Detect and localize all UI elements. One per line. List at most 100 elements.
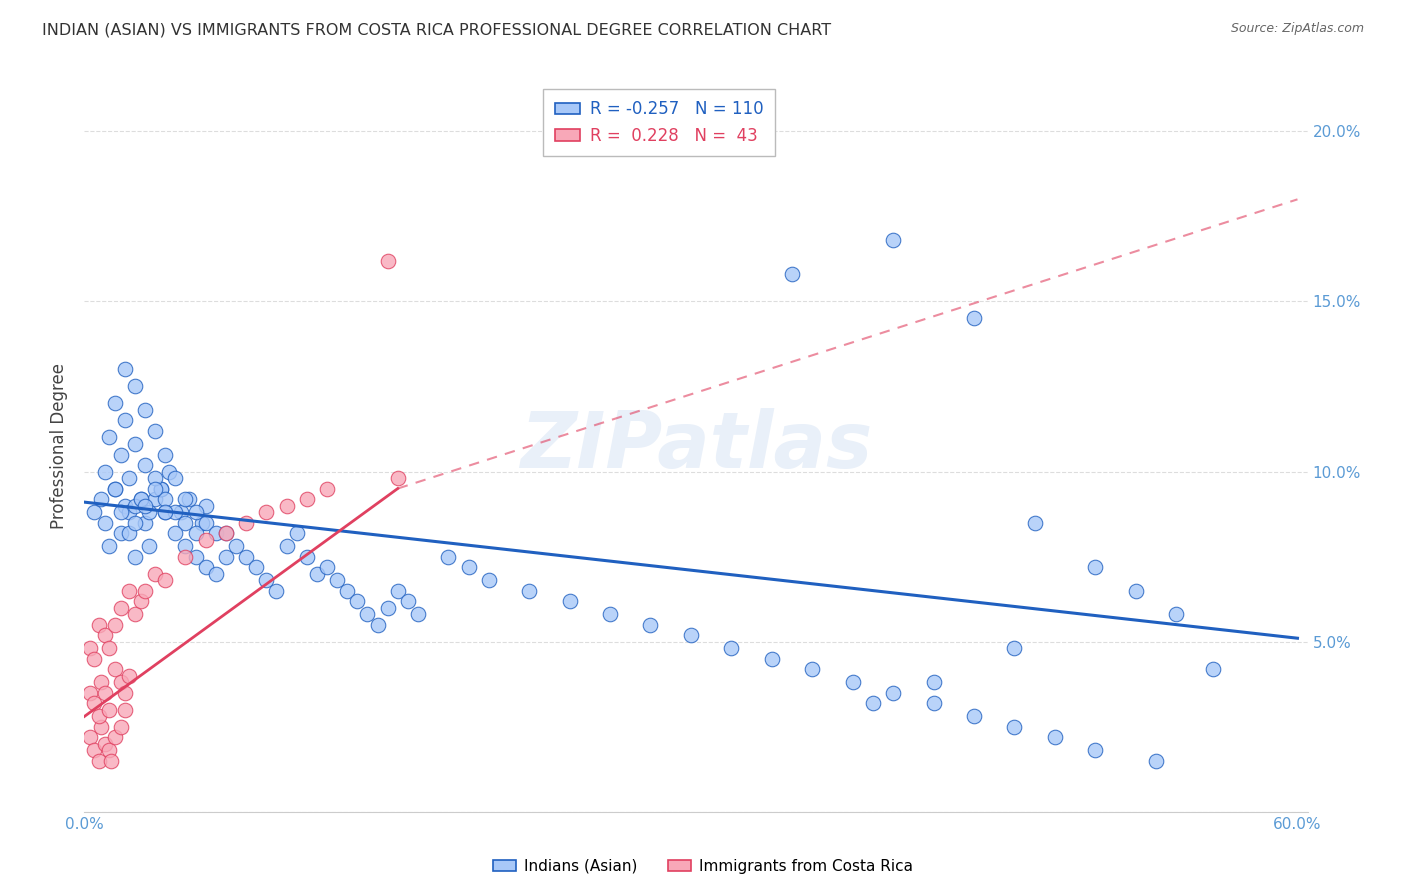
Point bbox=[841, 675, 863, 690]
Point bbox=[118, 583, 141, 598]
Point bbox=[316, 482, 339, 496]
Point bbox=[138, 505, 160, 519]
Point bbox=[266, 583, 288, 598]
Point bbox=[356, 607, 378, 622]
Point bbox=[377, 253, 399, 268]
Point bbox=[882, 686, 904, 700]
Point bbox=[1024, 516, 1046, 530]
Point bbox=[134, 499, 156, 513]
Point bbox=[190, 516, 212, 530]
Y-axis label: Professional Degree: Professional Degree bbox=[51, 363, 69, 529]
Point bbox=[235, 516, 257, 530]
Point bbox=[225, 540, 247, 554]
Point bbox=[87, 617, 110, 632]
Point bbox=[134, 516, 156, 530]
Point bbox=[83, 743, 105, 757]
Point bbox=[134, 583, 156, 598]
Point bbox=[104, 617, 127, 632]
Point bbox=[174, 491, 197, 506]
Point bbox=[801, 662, 824, 676]
Point bbox=[143, 491, 166, 506]
Point bbox=[93, 628, 115, 642]
Point bbox=[150, 482, 173, 496]
Point bbox=[1084, 743, 1107, 757]
Point bbox=[862, 696, 884, 710]
Point bbox=[387, 471, 409, 485]
Text: Source: ZipAtlas.com: Source: ZipAtlas.com bbox=[1230, 22, 1364, 36]
Point bbox=[204, 525, 226, 540]
Point bbox=[93, 737, 115, 751]
Point bbox=[184, 525, 207, 540]
Point bbox=[882, 233, 904, 247]
Point bbox=[254, 574, 277, 588]
Point bbox=[129, 491, 152, 506]
Point bbox=[517, 583, 540, 598]
Point bbox=[174, 516, 197, 530]
Point bbox=[143, 424, 166, 438]
Point bbox=[478, 574, 501, 588]
Point bbox=[174, 540, 197, 554]
Point bbox=[215, 525, 238, 540]
Point bbox=[215, 525, 238, 540]
Point bbox=[316, 559, 339, 574]
Point bbox=[118, 525, 141, 540]
Point bbox=[90, 675, 112, 690]
Point bbox=[406, 607, 429, 622]
Point bbox=[118, 505, 141, 519]
Point bbox=[184, 549, 207, 564]
Point bbox=[235, 549, 257, 564]
Point bbox=[118, 471, 141, 485]
Point bbox=[97, 743, 120, 757]
Point bbox=[110, 525, 132, 540]
Point bbox=[79, 641, 101, 656]
Point bbox=[79, 730, 101, 744]
Point bbox=[138, 540, 160, 554]
Point bbox=[150, 482, 173, 496]
Point bbox=[97, 703, 120, 717]
Point bbox=[165, 471, 187, 485]
Point bbox=[100, 754, 122, 768]
Point bbox=[110, 720, 132, 734]
Point bbox=[326, 574, 349, 588]
Point bbox=[1144, 754, 1167, 768]
Point bbox=[780, 267, 803, 281]
Point bbox=[640, 617, 662, 632]
Point bbox=[377, 600, 399, 615]
Point bbox=[104, 482, 127, 496]
Point bbox=[305, 566, 328, 581]
Point bbox=[295, 549, 318, 564]
Point bbox=[174, 549, 197, 564]
Point bbox=[1002, 720, 1025, 734]
Point bbox=[346, 594, 368, 608]
Point bbox=[97, 430, 120, 444]
Point bbox=[170, 505, 193, 519]
Point bbox=[124, 549, 146, 564]
Point bbox=[90, 720, 112, 734]
Point bbox=[104, 662, 127, 676]
Point bbox=[124, 437, 146, 451]
Point bbox=[143, 471, 166, 485]
Point bbox=[114, 499, 136, 513]
Point bbox=[93, 465, 115, 479]
Point bbox=[114, 413, 136, 427]
Point bbox=[922, 675, 945, 690]
Point bbox=[124, 499, 146, 513]
Point bbox=[1201, 662, 1223, 676]
Point bbox=[1043, 730, 1066, 744]
Point bbox=[155, 505, 177, 519]
Point bbox=[155, 574, 177, 588]
Point bbox=[599, 607, 621, 622]
Point bbox=[104, 396, 127, 410]
Point bbox=[165, 525, 187, 540]
Point bbox=[276, 540, 298, 554]
Point bbox=[336, 583, 359, 598]
Point bbox=[129, 491, 152, 506]
Point bbox=[184, 505, 207, 519]
Point bbox=[254, 505, 277, 519]
Point bbox=[124, 607, 146, 622]
Point bbox=[83, 696, 105, 710]
Point bbox=[179, 491, 201, 506]
Text: ZIPatlas: ZIPatlas bbox=[520, 408, 872, 484]
Point bbox=[457, 559, 479, 574]
Point bbox=[558, 594, 581, 608]
